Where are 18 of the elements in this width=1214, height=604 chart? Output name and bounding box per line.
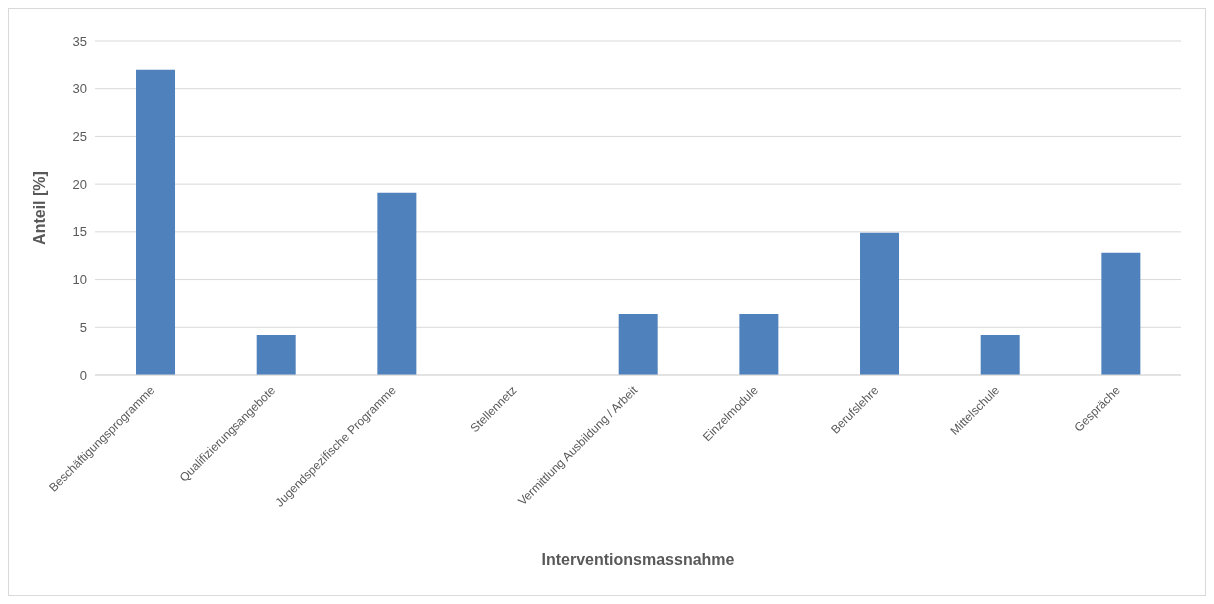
bar xyxy=(1101,252,1141,375)
y-tick-label: 25 xyxy=(72,129,87,145)
bar xyxy=(739,313,779,375)
bar xyxy=(256,334,296,375)
bar xyxy=(377,192,417,375)
y-tick-label: 35 xyxy=(72,33,87,49)
y-tick-label: 15 xyxy=(72,224,87,240)
y-axis-title: Anteil [%] xyxy=(30,171,48,245)
y-tick-label: 20 xyxy=(72,176,87,192)
y-tick-label: 10 xyxy=(72,272,87,288)
bar xyxy=(136,69,176,375)
bar xyxy=(980,334,1020,375)
y-tick-label: 30 xyxy=(72,81,87,97)
y-tick-label: 0 xyxy=(79,367,87,383)
y-tick-label: 5 xyxy=(79,319,87,335)
bar xyxy=(618,313,658,375)
bar xyxy=(860,232,900,375)
x-axis-title: Interventionsmassnahme xyxy=(541,551,735,568)
